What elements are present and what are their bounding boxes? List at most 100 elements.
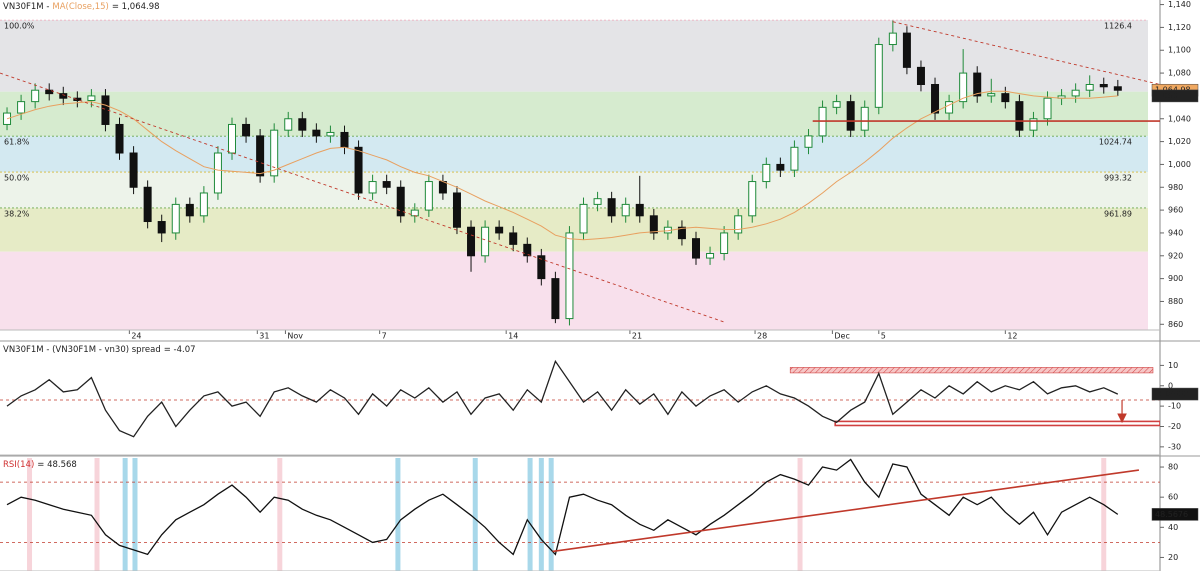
x-tick-label: Nov bbox=[287, 332, 303, 341]
candle-body bbox=[284, 118, 293, 131]
ma-line bbox=[6, 90, 1118, 241]
trendline bbox=[552, 469, 1140, 553]
highlight-bar bbox=[472, 458, 478, 571]
candle-body bbox=[916, 66, 925, 85]
candle-body bbox=[1043, 97, 1052, 120]
price-tag-label: 1,060 bbox=[1155, 91, 1178, 100]
candle-body bbox=[368, 181, 377, 194]
y-tick-label: 0 bbox=[1168, 381, 1173, 390]
candle-body bbox=[931, 83, 940, 114]
panel bbox=[0, 19, 1160, 330]
candle-body bbox=[902, 32, 911, 68]
candle-body bbox=[692, 238, 700, 259]
x-tick-label: 24 bbox=[131, 332, 141, 341]
highlight-bar bbox=[1101, 458, 1107, 571]
highlight-bar bbox=[122, 458, 128, 571]
candle-body bbox=[382, 181, 391, 188]
highlight-bar bbox=[132, 458, 138, 571]
x-tick-label: 21 bbox=[632, 332, 642, 341]
fib-label: 61.8% bbox=[4, 138, 30, 147]
candle-body bbox=[45, 89, 54, 95]
y-tick-label: -10 bbox=[1168, 402, 1181, 411]
candle-body bbox=[607, 198, 616, 217]
panel-title: RSI(14) = 48.568 bbox=[3, 460, 77, 470]
panel-title: VN30F1M - (VN30F1M - vn30) spread = -4.07 bbox=[3, 345, 196, 355]
x-tick-label: 28 bbox=[757, 332, 767, 341]
candle-body bbox=[677, 226, 686, 240]
y-tick-label: 920 bbox=[1168, 251, 1183, 260]
candle-body bbox=[242, 123, 251, 137]
candle-body bbox=[185, 203, 194, 217]
candle-body bbox=[87, 95, 96, 101]
fib-label: 50.0% bbox=[4, 174, 30, 183]
candle-body bbox=[73, 97, 82, 101]
y-tick-label: 60 bbox=[1168, 493, 1178, 502]
candle-body bbox=[748, 181, 757, 217]
candle-body bbox=[551, 278, 560, 320]
title-text: RSI(14) bbox=[3, 460, 34, 470]
candle-body bbox=[1071, 89, 1080, 97]
candle-body bbox=[410, 209, 419, 217]
candle-body bbox=[129, 152, 138, 188]
y-tick-label: 980 bbox=[1168, 183, 1183, 192]
candle-body bbox=[832, 101, 841, 108]
trendline bbox=[0, 72, 725, 323]
y-tick-label: 10 bbox=[1168, 361, 1178, 370]
candle-body bbox=[621, 203, 630, 217]
candle-body bbox=[537, 255, 546, 280]
y-tick-label: 1,100 bbox=[1168, 46, 1191, 55]
candle-body bbox=[228, 123, 236, 154]
y-tick-label: 1,020 bbox=[1168, 137, 1191, 146]
candle-body bbox=[523, 243, 532, 257]
fib-band bbox=[0, 251, 1148, 330]
y-tick-label: 20 bbox=[1168, 553, 1178, 562]
price-tag bbox=[1151, 387, 1199, 401]
candle-body bbox=[1099, 83, 1108, 88]
candle-body bbox=[467, 226, 476, 257]
y-tick-label: 1,080 bbox=[1168, 69, 1191, 78]
fib-band bbox=[0, 172, 1148, 208]
highlight-bar bbox=[548, 458, 554, 571]
candle-body bbox=[340, 131, 349, 148]
candle-body bbox=[649, 215, 658, 234]
candle-body bbox=[298, 118, 307, 131]
title-text: VN30F1M - bbox=[3, 2, 49, 12]
candle-body bbox=[438, 181, 447, 194]
series-line bbox=[6, 359, 1119, 438]
y-tick-label: 1,140 bbox=[1168, 0, 1191, 9]
price-tag-label: -4.06995 bbox=[1155, 390, 1191, 399]
x-tick-label: 7 bbox=[382, 332, 387, 341]
price-tag-label: 48.5676 bbox=[1155, 510, 1188, 519]
panel bbox=[0, 458, 1160, 571]
x-tick-label: 5 bbox=[881, 332, 886, 341]
candle-body bbox=[326, 131, 335, 137]
price-tag bbox=[1151, 89, 1199, 103]
x-tick-label: Dec bbox=[834, 332, 849, 341]
highlight-bar bbox=[797, 458, 803, 571]
series-line bbox=[6, 458, 1119, 556]
highlight-bar bbox=[27, 458, 33, 571]
candle-body bbox=[495, 226, 504, 234]
zone bbox=[789, 367, 1154, 374]
y-tick-label: -30 bbox=[1168, 442, 1181, 451]
candle-body bbox=[143, 186, 152, 223]
panel bbox=[0, 359, 1160, 438]
y-tick-label: 1,120 bbox=[1168, 23, 1191, 32]
candle-body bbox=[888, 32, 897, 46]
candle-body bbox=[481, 226, 490, 257]
candle-body bbox=[1085, 83, 1094, 91]
candle-body bbox=[115, 123, 124, 154]
candle-body bbox=[706, 252, 715, 259]
candle-body bbox=[354, 146, 363, 194]
candle-body bbox=[846, 101, 855, 131]
y-tick-label: 860 bbox=[1168, 320, 1183, 329]
title-value: = 48.568 bbox=[37, 460, 77, 470]
candle-body bbox=[874, 44, 883, 108]
candle-body bbox=[987, 93, 996, 97]
candle-body bbox=[579, 203, 588, 234]
fib-band bbox=[0, 20, 1148, 92]
candle-body bbox=[790, 146, 799, 171]
candle-body bbox=[565, 232, 574, 320]
